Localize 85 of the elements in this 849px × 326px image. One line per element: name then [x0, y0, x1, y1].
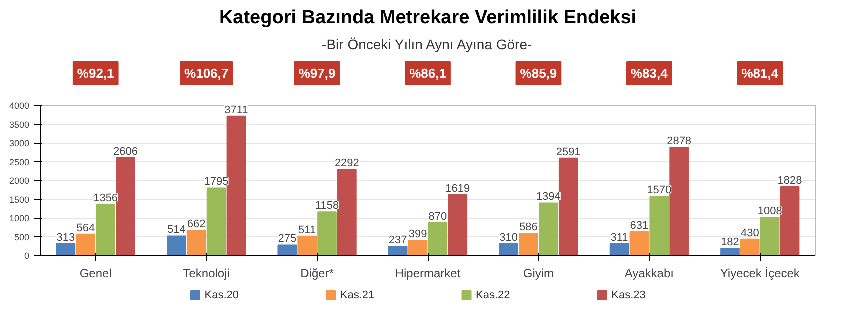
y-tick-label: 4000 [9, 101, 30, 111]
bar [318, 212, 337, 256]
data-label: 662 [187, 218, 206, 231]
data-label: 2878 [667, 136, 692, 148]
data-label: 1158 [315, 200, 340, 212]
text: %97,9 [298, 66, 336, 81]
data-label: 870 [428, 210, 448, 223]
data-label: 182 [721, 236, 740, 249]
y-tick-label: 1500 [9, 194, 30, 205]
text: %81,4 [742, 66, 780, 81]
data-label: 1828 [778, 174, 802, 187]
data-label: 1619 [446, 182, 470, 195]
y-tick-label: 2500 [9, 157, 30, 168]
data-label: 631 [630, 220, 649, 232]
x-tick-label: Diğer* [300, 266, 334, 280]
data-label: 1570 [647, 184, 672, 197]
data-label: 1008 [758, 206, 782, 218]
bar [206, 188, 226, 256]
y-tick-label: 3000 [9, 138, 30, 148]
bar [740, 238, 760, 256]
data-label: 1394 [536, 191, 561, 204]
data-label: 430 [741, 227, 760, 240]
bar [408, 240, 428, 256]
data-label: 2292 [334, 158, 360, 170]
chart-subtitle: -Bir Önceki Yılın Aynı Ayına Göre- [322, 36, 532, 52]
bar [448, 194, 468, 256]
y-tick-label: 1000 [9, 214, 30, 224]
bar [76, 234, 96, 256]
data-label: 275 [278, 233, 297, 246]
bar [388, 246, 408, 256]
data-label: 511 [298, 224, 316, 236]
bar [338, 169, 357, 256]
chart-title: Kategori Bazında Metrekare Verimlilik Endeksi [219, 8, 637, 28]
x-tick-label: Yiyecek İçecek [720, 266, 801, 280]
legend-label: Kas.22 [476, 290, 510, 302]
y-tick-label: 3500 [9, 120, 30, 130]
bar [499, 243, 518, 256]
text: %86,1 [410, 66, 446, 81]
data-label: 3711 [224, 104, 248, 116]
data-label: 237 [388, 234, 408, 247]
bar [186, 230, 206, 256]
text: %83,4 [631, 66, 669, 81]
x-tick-label: Teknoloji [183, 266, 230, 280]
bar [96, 204, 116, 256]
text: %92,1 [77, 66, 114, 81]
bar [519, 233, 538, 256]
data-label: 1356 [94, 192, 118, 205]
data-label: 2606 [114, 146, 138, 158]
legend-label: Kas.21 [340, 290, 375, 302]
data-label: 1795 [204, 176, 229, 188]
data-label: 310 [500, 232, 518, 244]
text: %106,7 [184, 66, 229, 81]
bar [116, 157, 136, 256]
bar [167, 236, 186, 256]
bar [630, 231, 650, 256]
legend-label: Kas.20 [204, 290, 240, 302]
data-label: 313 [56, 232, 76, 244]
bar [610, 243, 630, 256]
text: %85,9 [520, 66, 558, 81]
y-tick-label: 500 [14, 232, 30, 242]
bar [760, 217, 780, 256]
bar [720, 248, 740, 256]
bar [780, 186, 800, 256]
x-tick-label: Giyim [523, 266, 554, 280]
data-label: 514 [168, 224, 186, 236]
x-tick-label: Hipermarket [395, 266, 462, 280]
data-label: 586 [520, 222, 538, 234]
data-label: 399 [408, 228, 428, 241]
legend-label: Kas.23 [612, 290, 646, 302]
x-tick-label: Ayakkabı [624, 266, 674, 280]
y-tick-label: 0 [24, 251, 30, 261]
bar [298, 236, 317, 256]
bar [558, 158, 578, 256]
data-label: 564 [76, 222, 96, 234]
bar [539, 202, 558, 256]
y-tick-label: 2000 [9, 176, 30, 186]
bar [56, 243, 76, 256]
data-label: 2591 [556, 146, 581, 158]
data-label: 311 [610, 232, 628, 244]
bar [650, 196, 670, 256]
bar [670, 147, 689, 256]
bar [226, 116, 246, 256]
bar [278, 244, 298, 256]
bar [428, 222, 448, 256]
x-tick-label: Genel [80, 266, 112, 280]
